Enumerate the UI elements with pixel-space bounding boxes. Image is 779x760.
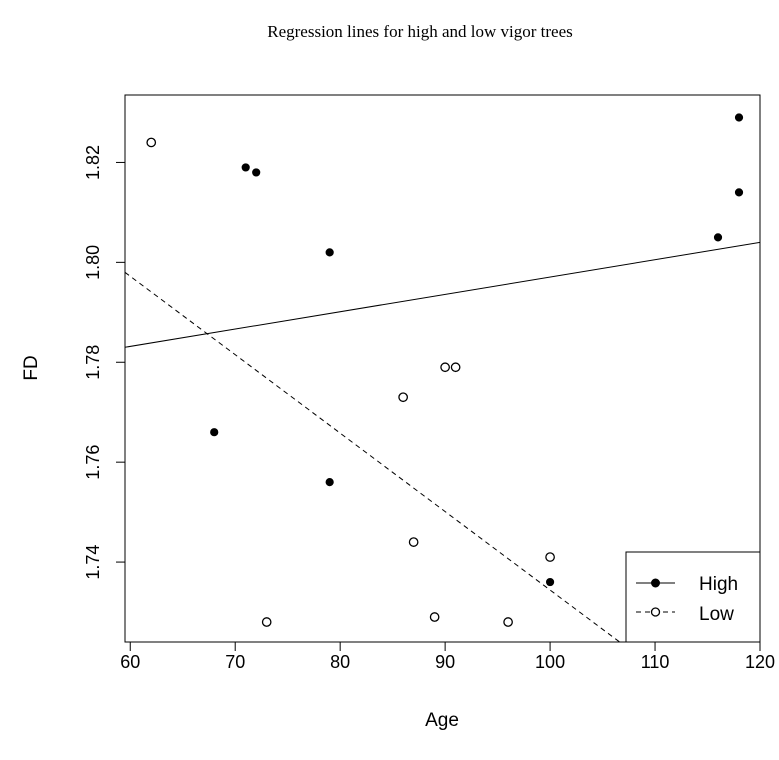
x-tick-label: 120: [745, 652, 775, 672]
x-axis-label: Age: [425, 710, 459, 731]
data-point-high: [241, 163, 250, 172]
data-point-high: [325, 478, 334, 487]
data-point-low: [440, 362, 450, 373]
x-tick-label: 70: [225, 652, 245, 672]
y-tick-label: 1.78: [83, 345, 103, 380]
data-point-low: [261, 617, 272, 627]
y-tick-label: 1.76: [83, 445, 103, 480]
data-points: [146, 113, 744, 627]
data-point-low: [408, 537, 419, 547]
x-tick-label: 110: [641, 652, 670, 672]
data-point-high: [545, 577, 555, 587]
data-point-low: [545, 552, 555, 562]
y-tick-label: 1.82: [83, 145, 103, 180]
x-tick-label: 100: [535, 652, 565, 672]
regression-line-low: [125, 271, 621, 642]
legend-box: [625, 551, 761, 643]
legend-marker-low: [650, 607, 661, 617]
chart-title: Regression lines for high and low vigor …: [267, 22, 572, 41]
data-point-low: [398, 392, 408, 403]
y-tick-label: 1.80: [83, 245, 103, 280]
data-point-high: [325, 248, 334, 257]
data-point-high: [713, 233, 723, 242]
y-axis-label: FD: [21, 355, 42, 380]
regression-lines: [125, 241, 760, 642]
data-point-low: [450, 362, 461, 373]
regression-line-high: [125, 241, 760, 348]
data-point-high: [210, 428, 219, 437]
data-point-low: [429, 612, 440, 622]
y-axis: 1.74 1.76 1.78 1.80 1.82: [83, 145, 126, 580]
x-tick-label: 90: [435, 652, 455, 672]
data-point-low: [146, 137, 157, 148]
x-axis: 60 70 80 90 100 110 120: [120, 641, 775, 672]
legend-marker-high: [651, 578, 660, 588]
data-point-high: [734, 113, 744, 122]
data-point-high: [252, 168, 261, 177]
data-point-high: [734, 188, 744, 197]
data-point-low: [503, 617, 513, 627]
y-tick-label: 1.74: [83, 545, 103, 580]
legend: High Low: [625, 551, 761, 643]
x-tick-label: 80: [330, 652, 350, 672]
legend-label-high: High: [699, 574, 738, 595]
legend-label-low: Low: [699, 604, 734, 625]
x-tick-label: 60: [120, 652, 140, 672]
